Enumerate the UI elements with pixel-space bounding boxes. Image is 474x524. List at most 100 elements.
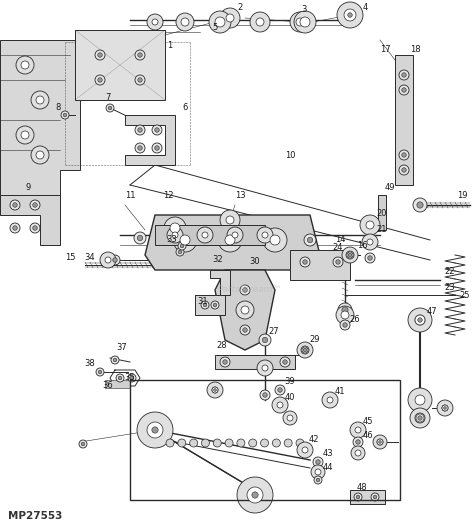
- Text: 49: 49: [385, 182, 395, 191]
- Circle shape: [316, 478, 320, 482]
- Circle shape: [273, 439, 280, 447]
- Circle shape: [418, 416, 422, 420]
- Circle shape: [342, 247, 358, 263]
- Circle shape: [240, 285, 250, 295]
- Circle shape: [152, 125, 162, 135]
- Circle shape: [170, 223, 180, 233]
- Circle shape: [287, 415, 293, 421]
- Circle shape: [137, 235, 143, 241]
- Circle shape: [367, 239, 373, 245]
- Text: 16: 16: [357, 242, 367, 250]
- Circle shape: [257, 360, 273, 376]
- Circle shape: [415, 315, 425, 325]
- Polygon shape: [125, 115, 175, 165]
- Circle shape: [294, 11, 316, 33]
- Circle shape: [399, 70, 409, 80]
- Circle shape: [263, 228, 287, 252]
- Text: 37: 37: [117, 344, 128, 353]
- Circle shape: [225, 439, 233, 447]
- Text: 22: 22: [445, 267, 455, 277]
- Circle shape: [113, 258, 117, 262]
- Polygon shape: [0, 195, 60, 245]
- Circle shape: [283, 360, 287, 364]
- Circle shape: [226, 216, 234, 224]
- Circle shape: [356, 495, 360, 499]
- Circle shape: [215, 17, 225, 27]
- Circle shape: [243, 288, 247, 292]
- Circle shape: [360, 215, 380, 235]
- Circle shape: [300, 257, 310, 267]
- Circle shape: [201, 301, 209, 309]
- Circle shape: [333, 257, 343, 267]
- Circle shape: [180, 235, 190, 245]
- Circle shape: [342, 307, 348, 313]
- Circle shape: [213, 439, 221, 447]
- Circle shape: [341, 311, 349, 319]
- Text: 30: 30: [250, 257, 260, 267]
- Text: 46: 46: [363, 431, 374, 441]
- Text: 4: 4: [363, 4, 368, 13]
- Text: 18: 18: [410, 46, 420, 54]
- Circle shape: [327, 397, 333, 403]
- Circle shape: [180, 244, 184, 248]
- Polygon shape: [210, 270, 230, 295]
- Text: 5: 5: [212, 24, 218, 32]
- Circle shape: [116, 374, 124, 382]
- Text: 29: 29: [310, 335, 320, 344]
- Text: 11: 11: [125, 191, 135, 201]
- Circle shape: [190, 439, 198, 447]
- Circle shape: [262, 337, 268, 343]
- Circle shape: [322, 392, 338, 408]
- Circle shape: [313, 457, 323, 467]
- Circle shape: [232, 232, 238, 238]
- Circle shape: [257, 227, 273, 243]
- Text: 24: 24: [333, 244, 343, 253]
- Circle shape: [176, 248, 184, 256]
- Circle shape: [304, 234, 316, 246]
- Bar: [155, 225, 265, 245]
- Circle shape: [110, 255, 120, 265]
- Text: MP27553: MP27553: [8, 511, 63, 521]
- Circle shape: [111, 356, 119, 364]
- Circle shape: [211, 301, 219, 309]
- Circle shape: [311, 465, 325, 479]
- Circle shape: [178, 250, 182, 254]
- Circle shape: [220, 210, 240, 230]
- Circle shape: [218, 228, 242, 252]
- Circle shape: [81, 442, 85, 446]
- Circle shape: [16, 56, 34, 74]
- Text: 6: 6: [182, 104, 188, 113]
- Circle shape: [362, 234, 378, 250]
- Polygon shape: [195, 295, 225, 315]
- Text: 34: 34: [85, 253, 95, 261]
- Circle shape: [138, 78, 142, 82]
- Circle shape: [118, 376, 122, 380]
- Circle shape: [256, 18, 264, 26]
- Circle shape: [262, 232, 268, 238]
- Circle shape: [152, 19, 158, 25]
- Circle shape: [290, 12, 310, 32]
- Circle shape: [297, 342, 313, 358]
- Circle shape: [347, 252, 353, 258]
- Circle shape: [350, 422, 366, 438]
- Circle shape: [30, 200, 40, 210]
- Circle shape: [354, 493, 362, 501]
- Circle shape: [442, 405, 448, 411]
- Circle shape: [134, 232, 146, 244]
- Text: 7: 7: [105, 93, 111, 103]
- Text: 14: 14: [335, 235, 345, 245]
- Text: 21: 21: [377, 225, 387, 235]
- Circle shape: [197, 227, 213, 243]
- Circle shape: [181, 18, 189, 26]
- Circle shape: [338, 303, 352, 317]
- Circle shape: [346, 251, 354, 259]
- Circle shape: [259, 334, 271, 346]
- Circle shape: [408, 388, 432, 412]
- Text: 19: 19: [457, 191, 467, 201]
- Circle shape: [243, 328, 247, 332]
- Circle shape: [444, 407, 447, 409]
- Circle shape: [10, 223, 20, 233]
- Circle shape: [402, 168, 406, 172]
- Text: 17: 17: [380, 46, 390, 54]
- Circle shape: [402, 153, 406, 157]
